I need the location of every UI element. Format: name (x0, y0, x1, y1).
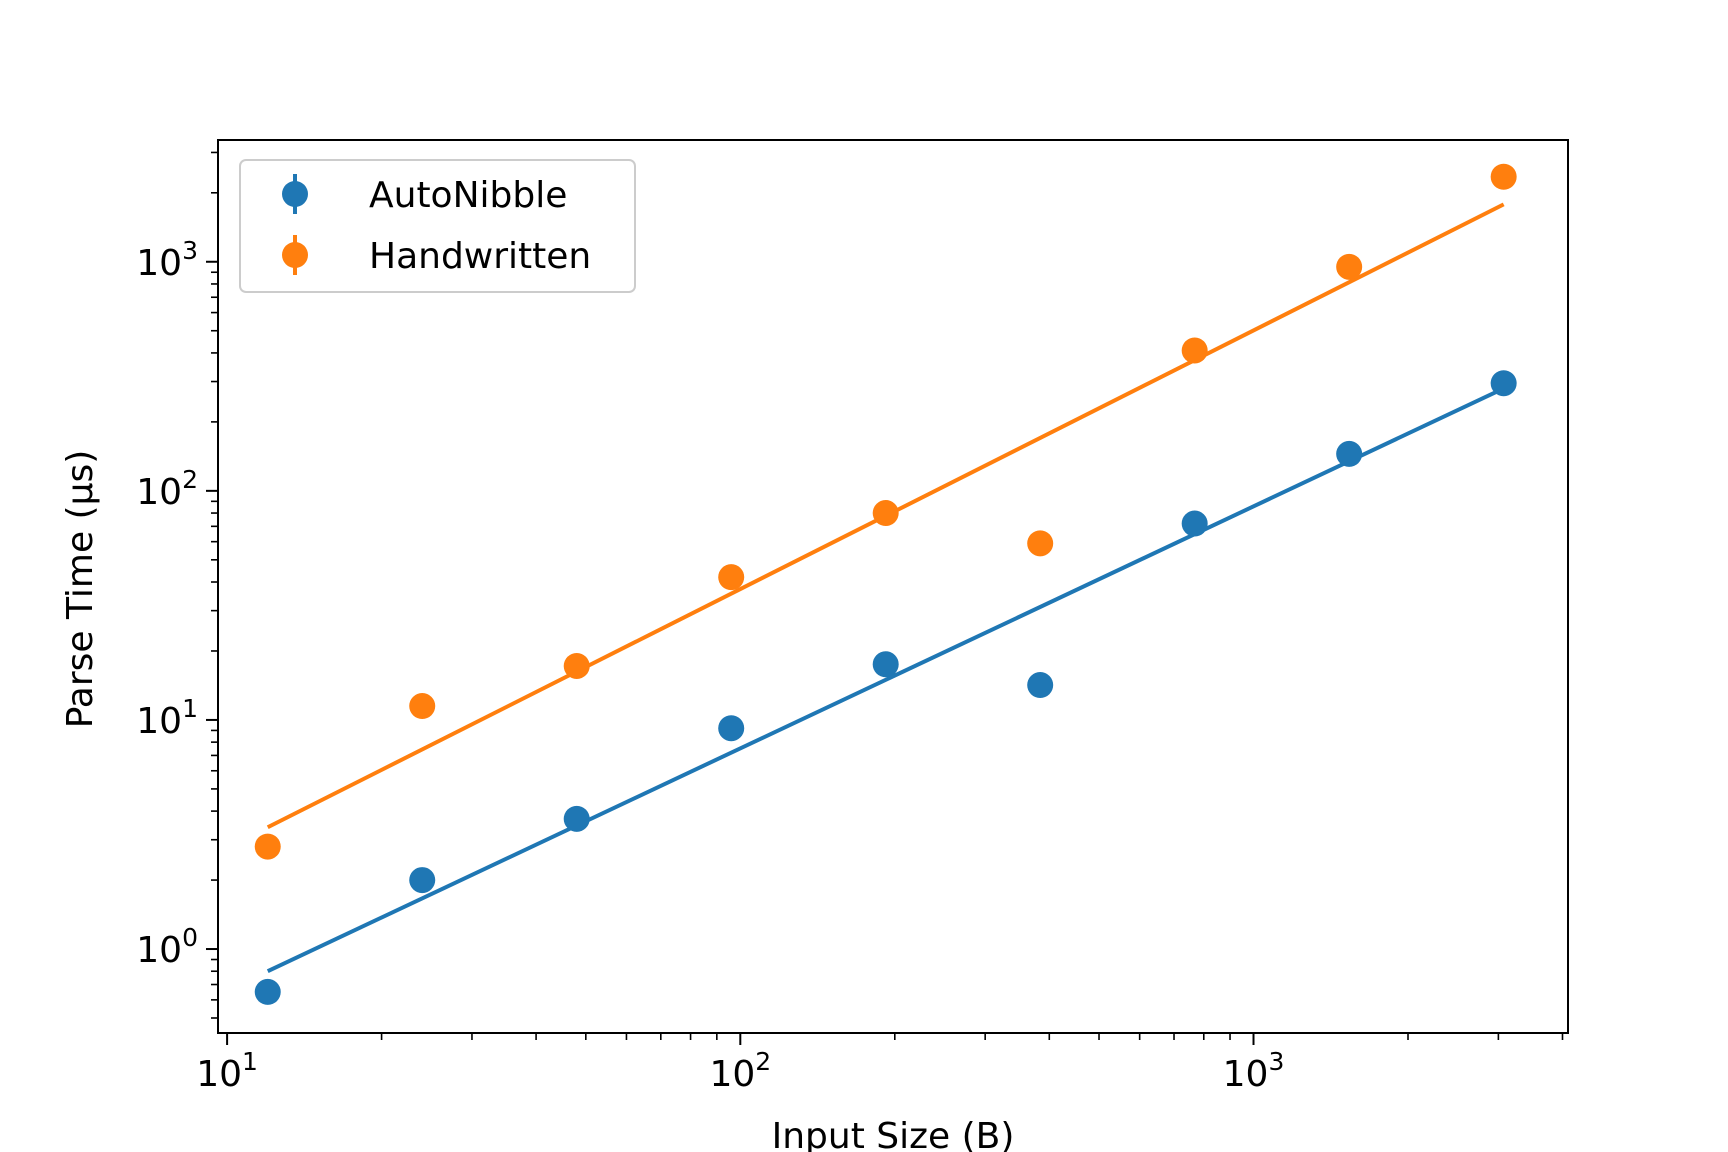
x-minor-ticks (380, 1033, 1564, 1040)
y-minor-ticks (211, 151, 218, 1019)
handwritten-legend-marker (282, 242, 308, 268)
y-tick-exponent: 3 (182, 236, 198, 265)
x-tick-base: 10 (1223, 1054, 1269, 1095)
data-points (254, 163, 1517, 1005)
autonibble-point (409, 867, 436, 894)
handwritten-point (1490, 163, 1517, 190)
autonibble-point (718, 715, 745, 742)
autonibble-point (872, 651, 899, 678)
legend-box (239, 159, 636, 293)
autonibble-fit-line (266, 386, 1505, 974)
x-tick-exponent: 3 (1268, 1047, 1284, 1076)
handwritten-point (718, 564, 745, 591)
x-tick-base: 10 (709, 1054, 755, 1095)
autonibble-legend-label: AutoNibble (369, 175, 567, 216)
y-tick-base: 10 (136, 472, 182, 513)
y-tick-base: 10 (136, 243, 182, 284)
y-tick-base: 10 (136, 701, 182, 742)
handwritten-point (563, 652, 590, 679)
autonibble-point (1490, 370, 1517, 397)
x-axis-ticks: 101 102 103 (196, 1033, 1284, 1095)
x-tick-exponent: 2 (755, 1047, 771, 1076)
y-tick-label: 101 (136, 694, 198, 742)
autonibble-point (1336, 440, 1363, 467)
handwritten-point (409, 693, 436, 720)
x-tick-label: 101 (196, 1047, 258, 1095)
handwritten-point (254, 833, 281, 860)
autonibble-point (1027, 672, 1054, 699)
y-tick-base: 10 (136, 930, 182, 971)
x-axis-label: Input Size (B) (772, 1116, 1015, 1152)
y-axis-label: Parse Time (µs) (60, 450, 101, 729)
handwritten-point (1181, 337, 1208, 364)
x-tick-label: 103 (1223, 1047, 1285, 1095)
handwritten-legend-label: Handwritten (369, 236, 591, 277)
y-tick-label: 100 (136, 923, 198, 971)
y-tick-label: 102 (136, 465, 198, 513)
autonibble-point (254, 978, 281, 1005)
autonibble-point (563, 805, 590, 832)
y-tick-exponent: 0 (182, 923, 198, 952)
handwritten-point (872, 500, 899, 527)
y-tick-label: 103 (136, 236, 198, 284)
y-tick-exponent: 1 (182, 694, 198, 723)
y-tick-exponent: 2 (182, 465, 198, 494)
x-tick-exponent: 1 (242, 1047, 258, 1076)
x-tick-label: 102 (709, 1047, 771, 1095)
plot-frame (217, 139, 1569, 1034)
autonibble-legend-marker (282, 181, 308, 207)
x-tick-base: 10 (196, 1054, 242, 1095)
legend: AutoNibble Handwritten (239, 159, 636, 293)
handwritten-point (1336, 253, 1363, 280)
handwritten-point (1027, 530, 1054, 557)
autonibble-point (1181, 510, 1208, 537)
